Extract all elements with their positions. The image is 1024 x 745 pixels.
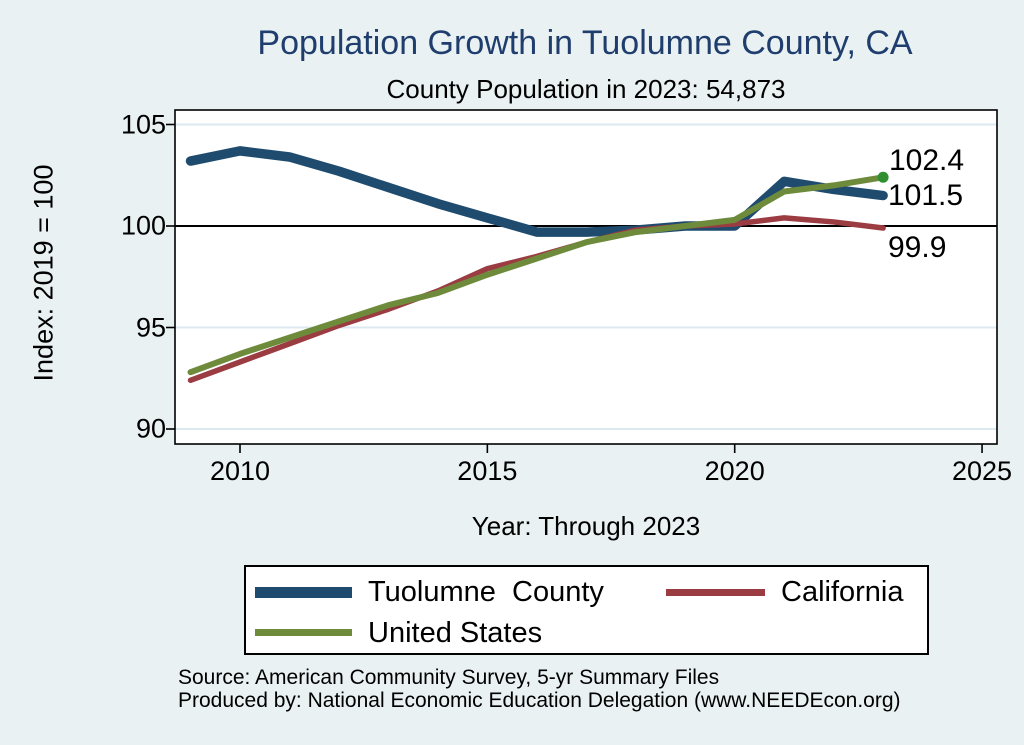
end-label-united-states: 102.4: [889, 144, 965, 177]
y-tick-label: 95: [135, 312, 166, 342]
legend-label-california: California: [781, 576, 904, 608]
y-tick-label: 105: [120, 109, 166, 139]
series-line-california: [187, 215, 886, 384]
x-tick-label: 2025: [952, 456, 1013, 486]
source-line-1: Source: American Community Survey, 5-yr …: [178, 666, 720, 689]
series-end-marker: [877, 171, 889, 183]
page-title: Population Growth in Tuolumne County, CA: [257, 24, 913, 62]
end-label-tuolumne-county: 101.5: [888, 179, 964, 212]
legend-label-united-states: United States: [368, 617, 543, 649]
x-tick-label: 2015: [457, 456, 518, 486]
end-label-california: 99.9: [888, 231, 947, 264]
legend-label-tuolumne-county: Tuolumne County: [368, 576, 604, 608]
y-tick-label: 90: [135, 413, 166, 444]
series-line-united-states: [187, 174, 887, 376]
legend-swatch-california: [666, 589, 765, 596]
legend: Tuolumne County California United States: [244, 565, 929, 655]
legend-swatch-united-states: [255, 629, 352, 636]
x-axis-title: Year: Through 2023: [471, 511, 701, 541]
source-line-2: Produced by: National Economic Education…: [178, 689, 901, 712]
series-line-tuolumne-county: [185, 146, 888, 237]
chart-subtitle: County Population in 2023: 54,873: [386, 74, 786, 104]
plot: [166, 109, 998, 453]
x-tick-label: 2020: [704, 456, 765, 486]
x-tick-label: 2010: [209, 456, 271, 486]
y-tick-label: 100: [120, 210, 166, 241]
y-axis-title: Index: 2019 = 100: [28, 164, 59, 382]
legend-swatch-tuolumne-county: [255, 587, 352, 598]
plot-frame: [174, 109, 998, 445]
